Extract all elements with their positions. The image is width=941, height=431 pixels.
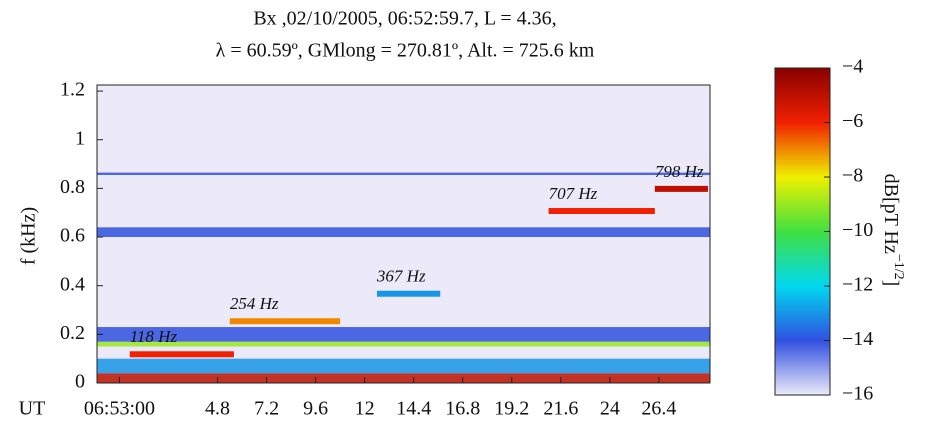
colorbar	[774, 67, 831, 396]
noise-band	[97, 373, 710, 383]
colorbar-tick-label: −16	[842, 383, 873, 405]
x-tick-label: 21.6	[543, 398, 578, 420]
noise-band	[97, 327, 710, 342]
y-tick-label: 0.2	[60, 322, 85, 344]
colorbar-label-text: dB[pT Hz	[880, 174, 902, 254]
noise-band	[97, 341, 710, 347]
tone-label: 798 Hz	[655, 162, 704, 181]
x-tick-label: 06:53:00	[84, 398, 155, 420]
y-tick-label: 1	[75, 127, 85, 149]
colorbar-tick-label: −14	[842, 328, 873, 350]
tone-label: 367 Hz	[376, 267, 426, 286]
colorbar-tick-label: −6	[842, 110, 863, 132]
x-tick-label: 19.2	[494, 398, 529, 420]
colorbar-tick-label: −10	[842, 219, 873, 241]
colorbar-tick-label: −12	[842, 274, 873, 296]
colorbar-label-sup: −1/2	[891, 254, 906, 280]
y-tick-label: 0	[75, 371, 85, 393]
tone	[376, 290, 441, 297]
tone	[654, 185, 708, 192]
x-tick-label: 24	[600, 398, 620, 420]
colorbar-tick-label: −8	[842, 165, 863, 187]
noise-band	[97, 172, 710, 176]
y-tick-label: 0.8	[60, 176, 85, 198]
chart-subtitle: λ = 60.59º, GMlong = 270.81º, Alt. = 725…	[216, 40, 595, 62]
y-tick-label: 0.6	[60, 225, 85, 247]
x-tick-label: 7.2	[254, 398, 279, 420]
noise-band	[97, 227, 710, 238]
colorbar-label-end: ]	[880, 280, 902, 287]
y-tick-label: 1.2	[60, 79, 85, 101]
colorbar-tick-label: −4	[842, 56, 863, 78]
y-axis-label: f (kHz)	[18, 207, 40, 265]
tone	[129, 351, 234, 358]
chart-title: Bx ,02/10/2005, 06:52:59.7, L = 4.36,	[253, 8, 556, 30]
tone	[229, 318, 341, 325]
x-tick-label: 12	[355, 398, 375, 420]
colorbar-label: dB[pT Hz−1/2]	[880, 174, 905, 287]
y-tick-label: 0.4	[60, 273, 85, 295]
x-tick-label: 16.8	[445, 398, 480, 420]
tone-label: 118 Hz	[130, 327, 178, 346]
x-tick-label: 9.6	[303, 398, 328, 420]
tone	[548, 208, 655, 215]
x-axis-label: UT	[19, 398, 46, 420]
tone-label: 254 Hz	[230, 294, 279, 313]
x-tick-label: 26.4	[641, 398, 676, 420]
plot-frame	[96, 84, 711, 384]
tone-label: 707 Hz	[549, 184, 598, 203]
x-tick-label: 14.4	[396, 398, 431, 420]
noise-band	[97, 358, 710, 374]
x-tick-label: 4.8	[205, 398, 230, 420]
